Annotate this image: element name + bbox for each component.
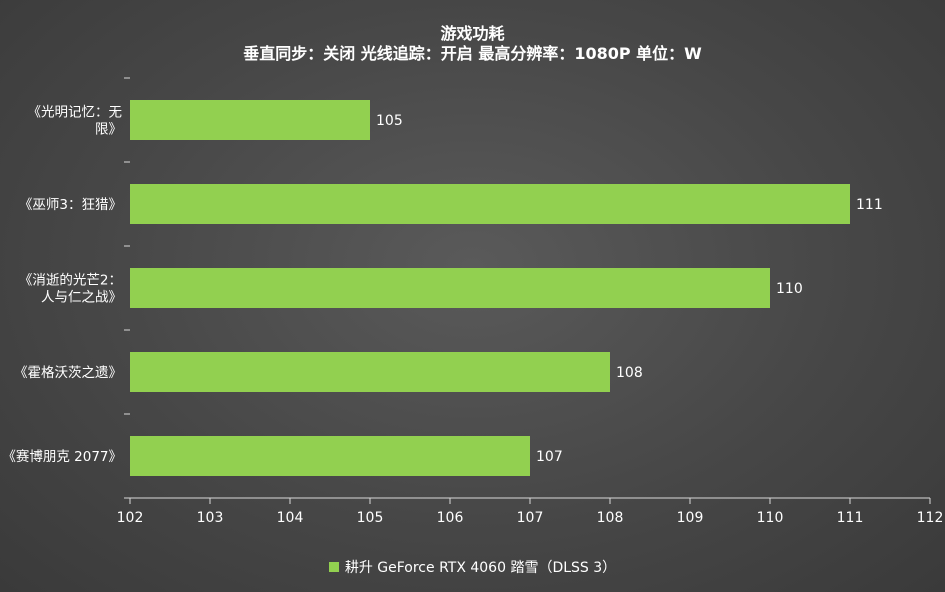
bar (130, 184, 850, 224)
bar (130, 436, 530, 476)
data-label: 107 (536, 449, 563, 465)
x-tick-label: 112 (917, 510, 944, 526)
category-label: 《巫师3：狂猎》 (19, 197, 122, 213)
bar (130, 352, 610, 392)
category-label: 《霍格沃茨之遗》 (14, 365, 122, 381)
x-tick-label: 110 (757, 510, 784, 526)
x-tick-label: 103 (197, 510, 224, 526)
bar (130, 100, 370, 140)
data-label: 111 (856, 197, 883, 213)
chart-title: 游戏功耗 (440, 24, 505, 43)
x-tick-label: 105 (357, 510, 384, 526)
x-tick-label: 111 (837, 510, 864, 526)
data-label: 108 (616, 365, 643, 381)
legend-swatch (328, 562, 339, 572)
category-label: 《消逝的光芒2：人与仁之战》 (19, 273, 122, 306)
x-tick-label: 108 (597, 510, 624, 526)
x-tick-label: 106 (437, 510, 464, 526)
bar (130, 268, 770, 308)
chart-subtitle: 垂直同步：关闭 光线追踪：开启 最高分辨率：1080P 单位：W (243, 44, 702, 63)
x-tick-label: 102 (117, 510, 144, 526)
legend: 耕升 GeForce RTX 4060 踏雪（DLSS 3） (0, 557, 945, 577)
category-label: 《赛博朋克 2077》 (2, 448, 122, 465)
x-tick-label: 107 (517, 510, 544, 526)
legend-label: 耕升 GeForce RTX 4060 踏雪（DLSS 3） (344, 560, 617, 576)
category-label: 《光明记忆：无限》 (28, 105, 123, 138)
data-label: 110 (776, 281, 803, 297)
x-tick-label: 104 (277, 510, 304, 526)
x-tick-label: 109 (677, 510, 704, 526)
data-label: 105 (376, 113, 403, 129)
